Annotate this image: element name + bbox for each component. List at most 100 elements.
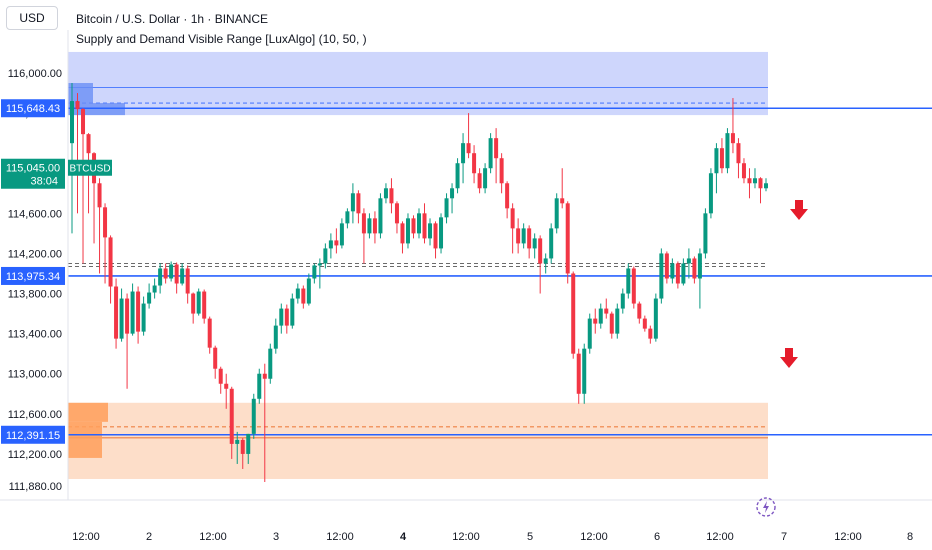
- candle: [565, 203, 570, 274]
- candle: [576, 353, 581, 394]
- time-tick-label: 12:00: [326, 531, 354, 543]
- candle: [86, 134, 91, 154]
- candle: [703, 213, 708, 254]
- candle: [196, 291, 201, 314]
- time-tick-label: 8: [907, 531, 913, 543]
- candle: [224, 383, 229, 389]
- candle: [620, 293, 625, 309]
- chart-legend: Bitcoin / U.S. Dollar · 1h · BINANCE Sup…: [76, 9, 367, 49]
- candle: [670, 263, 675, 279]
- candle: [543, 258, 548, 264]
- candle: [328, 240, 333, 249]
- candle: [301, 288, 306, 304]
- candle: [527, 228, 532, 249]
- candle: [488, 138, 493, 169]
- candle: [103, 207, 108, 238]
- candle: [587, 318, 592, 349]
- candle: [764, 183, 768, 189]
- price-tag: [1, 425, 65, 444]
- candle: [417, 213, 421, 234]
- demand-zone: [68, 402, 768, 479]
- candle: [119, 298, 124, 339]
- candle: [273, 325, 278, 349]
- candle: [642, 318, 647, 329]
- price-tick-label: 116,000.00: [8, 68, 62, 80]
- time-tick-label: 12:00: [452, 531, 480, 543]
- candle: [538, 238, 543, 264]
- candle: [152, 285, 157, 293]
- candle: [246, 433, 251, 454]
- down-arrow-icon: [780, 348, 798, 368]
- candle: [505, 183, 510, 209]
- candle: [108, 237, 113, 287]
- candle: [378, 198, 383, 234]
- demand-volume-profile: [68, 421, 102, 458]
- candle: [681, 263, 686, 284]
- price-tag: [1, 99, 65, 118]
- candle: [631, 268, 636, 304]
- countdown-label: 38:04: [30, 176, 58, 188]
- candle: [439, 217, 444, 249]
- candle: [626, 268, 631, 294]
- candle: [455, 163, 460, 189]
- candle: [70, 101, 74, 144]
- candle: [560, 198, 565, 204]
- last-price-label: 115,045.00: [6, 163, 60, 175]
- candle: [81, 109, 86, 135]
- indicator-title[interactable]: Supply and Demand Visible Range [LuxAlgo…: [76, 32, 367, 46]
- candle: [312, 265, 317, 279]
- time-tick-label: 12:00: [72, 531, 100, 543]
- lightning-icon[interactable]: [755, 496, 777, 518]
- candle: [428, 223, 433, 239]
- candle: [593, 318, 598, 324]
- price-tag-label: 113,975.34: [6, 271, 60, 283]
- candle: [114, 286, 119, 339]
- candle: [75, 101, 80, 110]
- candle: [339, 223, 344, 246]
- candle: [356, 193, 361, 214]
- candle: [180, 268, 185, 284]
- price-tick-label: 112,200.00: [8, 449, 62, 461]
- time-tick-label: 7: [781, 531, 787, 543]
- candle: [284, 308, 289, 326]
- candle: [361, 213, 366, 234]
- time-tick-label: 6: [654, 531, 660, 543]
- candle: [169, 264, 174, 279]
- candle: [213, 347, 218, 369]
- time-tick-label: 12:00: [834, 531, 862, 543]
- candle: [422, 213, 427, 239]
- candle: [229, 388, 234, 444]
- currency-selector[interactable]: USD: [6, 6, 58, 30]
- candle: [675, 263, 680, 284]
- demand-volume-profile: [68, 402, 108, 422]
- symbol-tag: [68, 159, 112, 176]
- candle: [648, 328, 653, 339]
- supply-zone: [68, 51, 768, 116]
- price-tick-label: 112,600.00: [8, 409, 62, 421]
- candle: [659, 253, 664, 299]
- time-tick-label: 2: [146, 531, 152, 543]
- candle: [554, 198, 559, 229]
- candle: [494, 138, 499, 159]
- candle: [367, 218, 372, 234]
- candle: [708, 173, 713, 214]
- candle: [477, 173, 482, 189]
- candle: [758, 178, 763, 189]
- candle: [295, 288, 300, 299]
- candle: [532, 238, 537, 249]
- candle: [262, 373, 267, 379]
- candle: [719, 148, 724, 169]
- candle: [472, 153, 477, 174]
- candle: [185, 268, 190, 294]
- candle: [174, 264, 179, 284]
- candle: [251, 398, 256, 434]
- price-tick-label: 114,600.00: [8, 208, 62, 220]
- symbol-tag-label: BTCUSD: [69, 164, 110, 175]
- price-tick-label: 113,800.00: [8, 289, 62, 301]
- price-tag: [1, 266, 65, 285]
- candle: [306, 278, 311, 304]
- candle: [257, 373, 262, 399]
- time-tick-label: 5: [527, 531, 533, 543]
- candle: [202, 291, 207, 319]
